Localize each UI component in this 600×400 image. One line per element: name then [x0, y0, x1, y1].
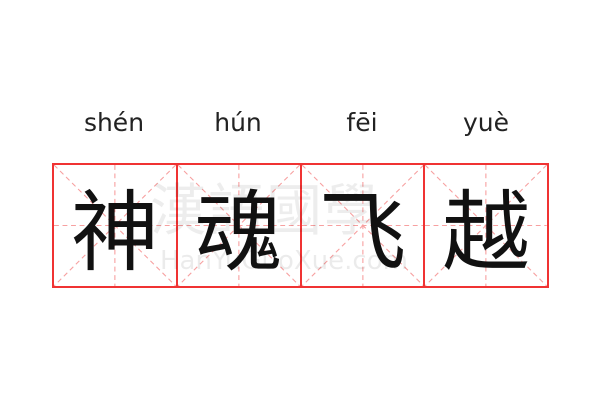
pinyin-2: hún: [214, 108, 262, 137]
grid-guides: [425, 165, 547, 286]
character-cell-2: 魂: [177, 165, 302, 286]
grid-guides: [54, 165, 176, 286]
character: 魂: [194, 181, 283, 284]
character: 神: [70, 181, 159, 284]
watermark-latin: HanYuGuoXue.com: [160, 246, 408, 276]
pinyin-3: fēi: [346, 108, 378, 137]
character-cell-3: 飞: [301, 165, 426, 286]
grid-guides: [301, 165, 424, 286]
pinyin-4: yuè: [462, 108, 510, 137]
character: 越: [442, 181, 531, 284]
grid-guides: [177, 165, 300, 286]
character: 飞: [318, 181, 407, 284]
pinyin-1: shén: [83, 108, 145, 137]
character-cell-4: 越: [425, 165, 547, 286]
watermark-chinese: 漢語國學: [150, 179, 382, 244]
character-cell-1: 神: [54, 165, 178, 286]
character-grid: 神 魂 飞 越: [52, 163, 549, 288]
